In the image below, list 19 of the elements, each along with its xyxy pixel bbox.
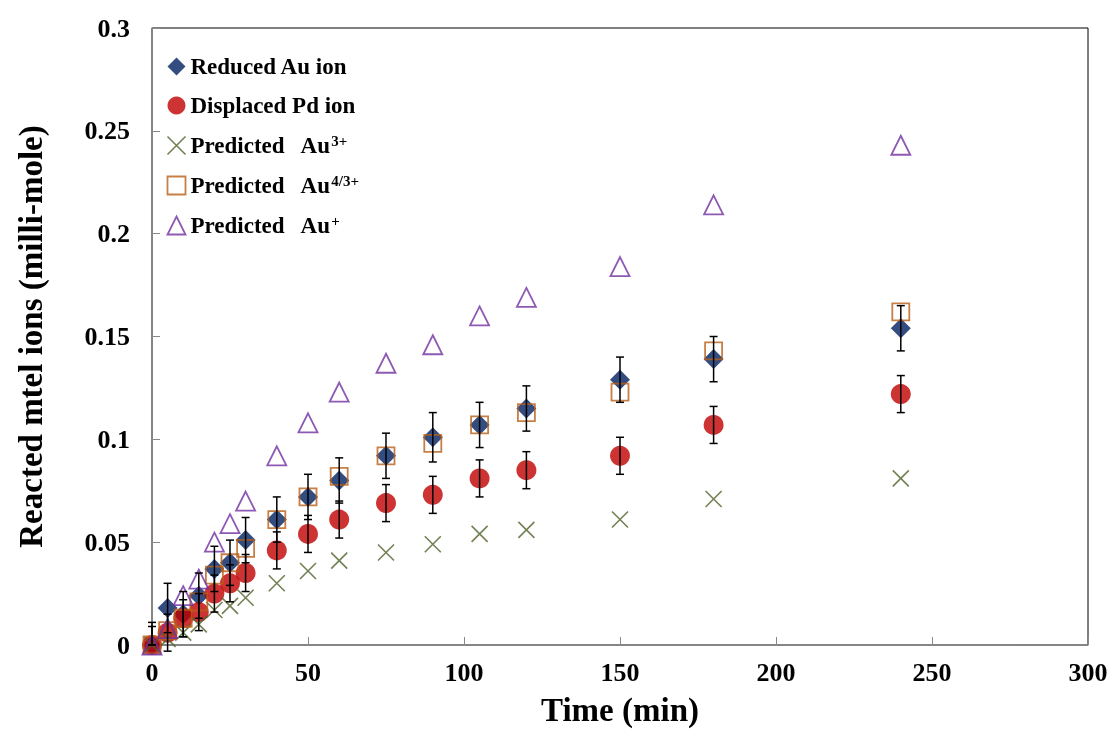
y-tick-label: 0.3 bbox=[97, 13, 130, 43]
y-tick-label: 0 bbox=[117, 630, 130, 660]
y-tick-label: 0.05 bbox=[84, 527, 130, 557]
x-tick-label: 200 bbox=[756, 657, 796, 687]
legend-label: Reduced Au ion bbox=[190, 54, 347, 79]
y-tick-label: 0.1 bbox=[97, 424, 130, 454]
x-tick-label: 0 bbox=[145, 657, 159, 687]
legend-label: Predicted Au+ bbox=[190, 212, 340, 238]
legend-label: Displaced Pd ion bbox=[190, 93, 356, 118]
y-tick-label: 0.2 bbox=[97, 219, 130, 249]
x-tick-label: 300 bbox=[1068, 657, 1108, 687]
y-axis-title: Reacted mtel ions (milli-mole) bbox=[12, 125, 50, 548]
x-tick-label: 250 bbox=[912, 657, 952, 687]
x-tick-label: 150 bbox=[600, 657, 640, 687]
x-axis-title: Time (min) bbox=[541, 691, 699, 729]
x-tick-label: 100 bbox=[444, 657, 484, 687]
y-tick-label: 0.25 bbox=[84, 116, 130, 146]
x-tick-label: 50 bbox=[295, 657, 321, 687]
y-tick-label: 0.15 bbox=[84, 322, 130, 351]
